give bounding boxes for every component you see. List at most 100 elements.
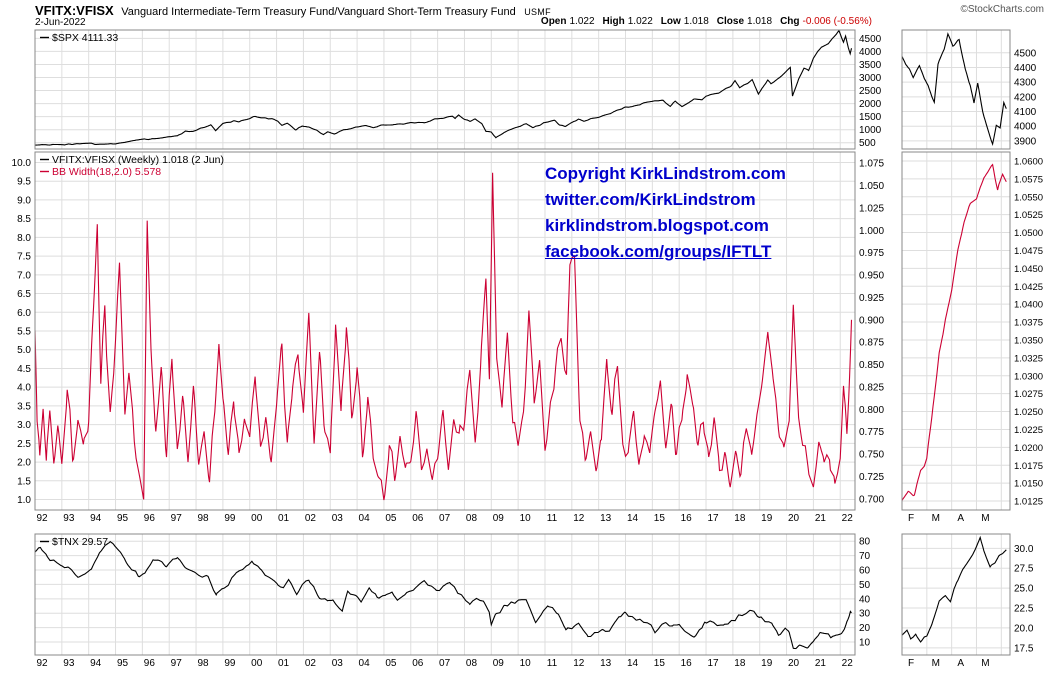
svg-text:17: 17	[707, 658, 719, 669]
svg-text:20: 20	[788, 513, 800, 524]
svg-text:0.825: 0.825	[859, 382, 884, 393]
symbol: VFITX:VFISX	[35, 3, 114, 18]
svg-text:22.5: 22.5	[1014, 604, 1034, 615]
svg-text:08: 08	[466, 658, 478, 669]
svg-text:M: M	[981, 513, 989, 524]
svg-text:1.0275: 1.0275	[1014, 389, 1043, 400]
svg-text:1500: 1500	[859, 112, 882, 123]
svg-text:1.0475: 1.0475	[1014, 246, 1043, 257]
svg-text:09: 09	[493, 658, 505, 669]
watermark-line: facebook.com/groups/IFTLT	[545, 242, 772, 261]
svg-text:98: 98	[197, 658, 209, 669]
svg-text:2.5: 2.5	[17, 439, 31, 450]
svg-text:07: 07	[439, 658, 451, 669]
svg-text:1.050: 1.050	[859, 181, 884, 192]
svg-text:12: 12	[573, 513, 585, 524]
panel-ratio_mini: 1.0600 1.0575 1.0550 1.0525 1.0500 1.0475 1.04…	[901, 151, 1043, 524]
symbol-description: Vanguard Intermediate-Term Treasury Fund…	[121, 6, 516, 18]
svg-text:11: 11	[547, 658, 558, 669]
svg-text:08: 08	[466, 513, 478, 524]
svg-text:1.0125: 1.0125	[1014, 497, 1043, 508]
svg-text:18: 18	[734, 513, 746, 524]
svg-text:0.700: 0.700	[859, 494, 884, 505]
svg-text:4200: 4200	[1014, 92, 1037, 103]
svg-text:06: 06	[412, 513, 424, 524]
quote-value: -0.006 (-0.56%)	[802, 16, 872, 27]
svg-text:1.0500: 1.0500	[1014, 228, 1043, 239]
svg-text:20.0: 20.0	[1014, 623, 1034, 634]
svg-text:0.925: 0.925	[859, 293, 884, 304]
stockcharts-credit: ©StockCharts.com	[960, 4, 1044, 15]
svg-text:97: 97	[171, 658, 183, 669]
svg-text:80: 80	[859, 537, 871, 548]
svg-text:4500: 4500	[859, 34, 882, 45]
chart-header: VFITX:VFISX Vanguard Intermediate-Term T…	[35, 2, 551, 20]
svg-text:$TNX 29.57: $TNX 29.57	[52, 536, 108, 548]
svg-text:6.5: 6.5	[17, 289, 31, 300]
svg-text:93: 93	[63, 658, 75, 669]
svg-text:1.0425: 1.0425	[1014, 282, 1043, 293]
svg-text:1.0600: 1.0600	[1014, 156, 1043, 167]
svg-text:4.0: 4.0	[17, 383, 31, 394]
svg-text:40: 40	[859, 594, 871, 605]
svg-text:3.5: 3.5	[17, 401, 31, 412]
svg-text:14: 14	[627, 513, 639, 524]
watermark-line: kirklindstrom.blogspot.com	[545, 216, 769, 235]
svg-text:0.900: 0.900	[859, 315, 884, 326]
svg-text:2000: 2000	[859, 99, 882, 110]
svg-text:8.5: 8.5	[17, 214, 31, 225]
watermark-line: Copyright KirkLindstrom.com	[545, 164, 786, 183]
svg-text:1.0550: 1.0550	[1014, 192, 1043, 203]
svg-text:500: 500	[859, 138, 876, 149]
svg-text:20: 20	[788, 658, 800, 669]
quote-value: 1.018	[683, 16, 709, 27]
svg-text:21: 21	[815, 658, 827, 669]
svg-text:03: 03	[332, 658, 344, 669]
svg-text:17: 17	[707, 513, 719, 524]
svg-text:04: 04	[359, 513, 371, 524]
svg-text:2500: 2500	[859, 86, 882, 97]
svg-text:96: 96	[144, 658, 156, 669]
svg-text:1.0175: 1.0175	[1014, 461, 1043, 472]
quote-value: 1.022	[569, 16, 595, 27]
svg-text:F: F	[908, 658, 914, 669]
svg-text:1.0350: 1.0350	[1014, 335, 1043, 346]
svg-text:M: M	[932, 513, 940, 524]
svg-text:92: 92	[36, 513, 48, 524]
svg-text:25.0: 25.0	[1014, 584, 1034, 595]
svg-text:BB Width(18,2.0) 5.578: BB Width(18,2.0) 5.578	[52, 166, 161, 178]
svg-text:1.025: 1.025	[859, 203, 884, 214]
svg-text:30.0: 30.0	[1014, 544, 1034, 555]
chart-date: 2-Jun-2022	[35, 17, 86, 28]
svg-text:M: M	[981, 658, 989, 669]
svg-text:3900: 3900	[1014, 136, 1037, 147]
svg-text:1.0225: 1.0225	[1014, 425, 1043, 436]
svg-text:18: 18	[734, 658, 746, 669]
kirk-watermark: Copyright KirkLindstrom.com twitter.com/…	[545, 161, 786, 265]
exchange-label: USMF	[524, 7, 551, 17]
svg-text:1.0400: 1.0400	[1014, 300, 1043, 311]
svg-text:01: 01	[278, 513, 290, 524]
quote-value: 1.018	[747, 16, 773, 27]
svg-text:1.0325: 1.0325	[1014, 353, 1043, 364]
svg-text:4.5: 4.5	[17, 364, 31, 375]
svg-text:1.0375: 1.0375	[1014, 318, 1043, 329]
watermark-line: twitter.com/KirkLindstrom	[545, 190, 756, 209]
svg-text:17.5: 17.5	[1014, 643, 1034, 654]
svg-text:94: 94	[90, 513, 102, 524]
svg-text:30: 30	[859, 609, 871, 620]
svg-text:10.0: 10.0	[12, 158, 32, 169]
svg-text:09: 09	[493, 513, 505, 524]
svg-text:05: 05	[385, 513, 397, 524]
svg-text:27.5: 27.5	[1014, 564, 1034, 575]
svg-text:50: 50	[859, 580, 871, 591]
svg-text:10: 10	[520, 513, 532, 524]
svg-text:98: 98	[197, 513, 209, 524]
svg-text:F: F	[908, 513, 914, 524]
svg-text:04: 04	[359, 658, 371, 669]
svg-text:1.0200: 1.0200	[1014, 443, 1043, 454]
svg-text:1.075: 1.075	[859, 159, 884, 170]
panel-tnx_mini: 30.0 27.5 25.0 22.5 20.0 17.5 F M A M	[901, 533, 1034, 669]
svg-text:0.875: 0.875	[859, 338, 884, 349]
